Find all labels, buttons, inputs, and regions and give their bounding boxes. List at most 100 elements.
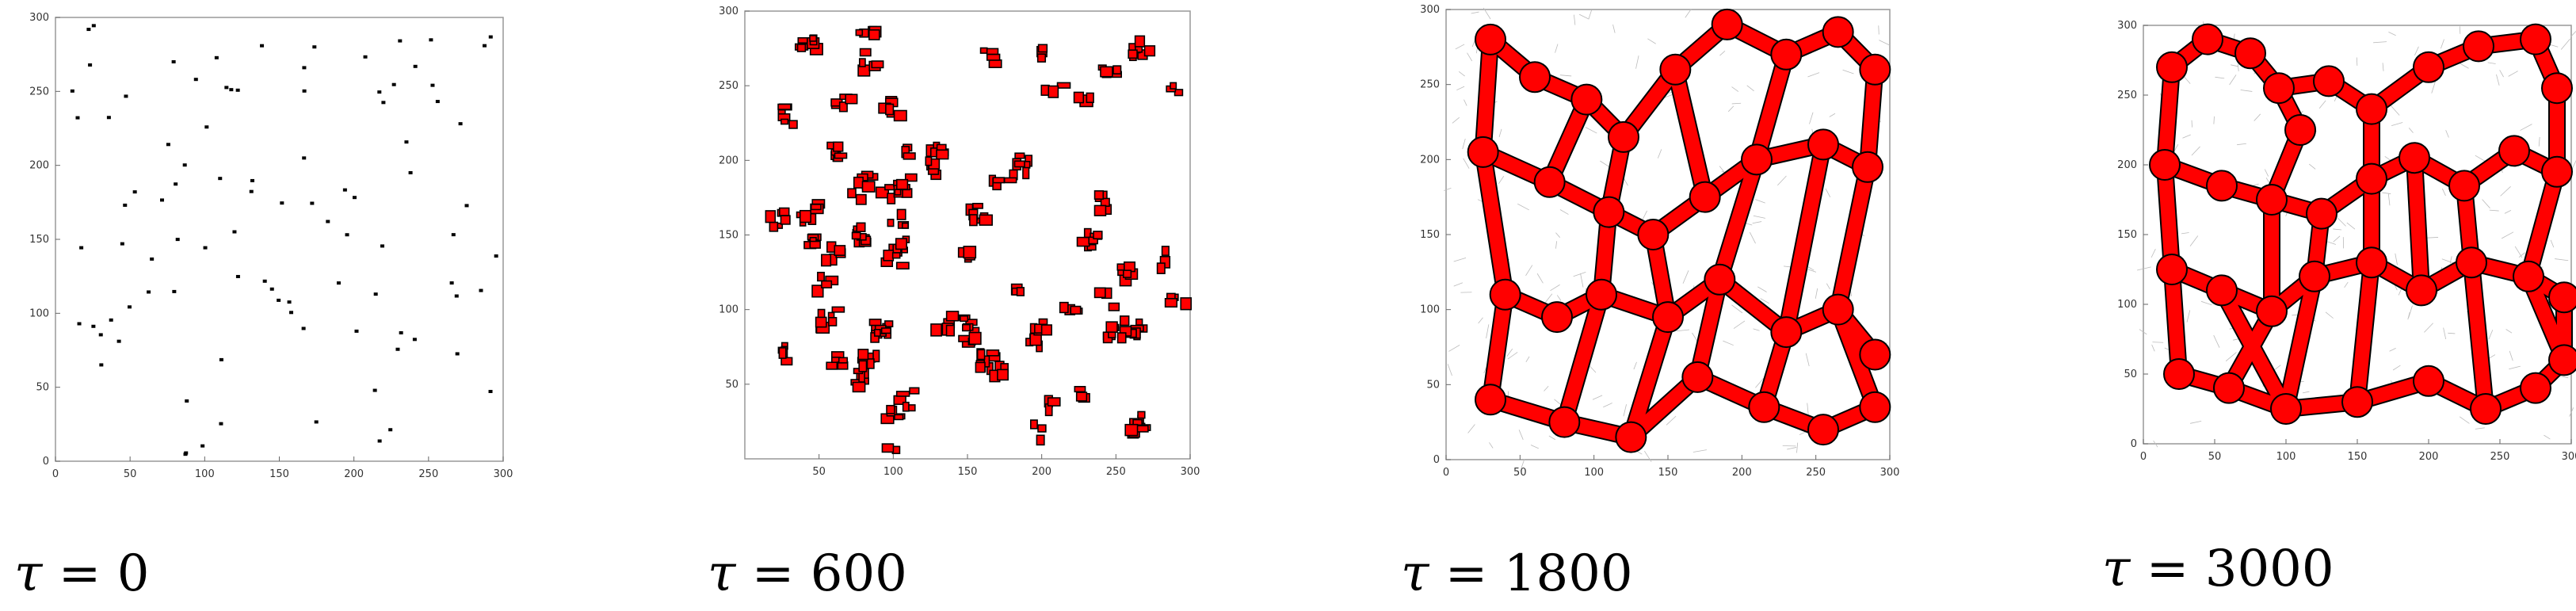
y-tick-label: 200 <box>719 155 738 166</box>
field-arrow <box>2560 38 2570 50</box>
cell-point <box>483 44 487 48</box>
cell-node <box>1570 83 1603 116</box>
field-arrow <box>1525 265 1533 277</box>
strand <box>2350 255 2379 410</box>
field-arrow <box>1878 25 1880 35</box>
cell-node <box>2213 372 2245 404</box>
field-arrow <box>1733 320 1746 329</box>
cell-node <box>1770 38 1803 71</box>
field-arrow <box>1603 403 1612 408</box>
cell-cluster <box>1164 292 1193 311</box>
cell-node <box>2406 274 2437 307</box>
cell-blob <box>1170 82 1177 90</box>
field-arrow <box>1556 295 1562 301</box>
cell-blob <box>925 156 933 166</box>
field-arrow <box>1517 203 1529 211</box>
field-arrow <box>1555 44 1559 53</box>
cell-node <box>2299 260 2330 292</box>
cell-point <box>150 257 155 261</box>
cell-point <box>372 388 377 392</box>
cell-cluster <box>901 143 916 160</box>
cell-blob <box>873 329 881 337</box>
plot-frame <box>55 17 504 462</box>
cell-blob <box>838 357 849 364</box>
y-tick-label: 250 <box>1420 79 1440 91</box>
cell-cluster <box>975 348 990 373</box>
cell-node <box>1548 406 1581 438</box>
field-arrow <box>1727 105 1735 113</box>
cell-blob <box>909 387 920 395</box>
cell-point <box>171 59 176 63</box>
cell-blob <box>968 331 982 346</box>
field-arrow <box>2501 231 2514 239</box>
cell-cluster <box>851 222 872 248</box>
cell-node <box>2356 93 2387 125</box>
cell-node <box>1852 151 1883 183</box>
cell-point <box>147 290 151 294</box>
cell-blob <box>1029 419 1038 430</box>
field-arrow <box>2424 323 2433 333</box>
x-tick-label: 250 <box>418 468 438 480</box>
cell-node <box>1748 391 1780 423</box>
cell-blob <box>826 361 838 370</box>
cell-blob <box>885 103 895 116</box>
y-tick-label: 150 <box>719 230 738 242</box>
field-arrow <box>2190 420 2202 424</box>
cell-node <box>2513 260 2544 292</box>
field-arrow <box>2333 235 2341 242</box>
cell-blob <box>778 347 787 359</box>
field-arrow <box>2213 334 2220 348</box>
cell-point <box>312 45 317 49</box>
cell-node <box>1489 278 1521 311</box>
field-arrow <box>2445 130 2449 138</box>
plot-tau-3000: 0 50 100 150 200 250 300 0 50 100 150 200 250 300 <box>2117 20 2576 463</box>
cell-blob <box>1093 231 1103 240</box>
field-arrow <box>2504 209 2512 214</box>
field-arrow <box>2318 100 2326 109</box>
cell-blob <box>868 29 880 40</box>
cell-node <box>2270 393 2302 425</box>
field-arrow <box>2231 64 2238 67</box>
cell-point <box>86 28 91 32</box>
x-tick-label: 200 <box>1732 467 1752 479</box>
cell-blob <box>777 103 792 110</box>
cell-node <box>2541 72 2573 105</box>
field-arrow <box>2191 146 2200 156</box>
cell-point <box>262 279 267 283</box>
field-arrow <box>1530 445 1539 449</box>
x-tick-label: 100 <box>883 466 903 478</box>
field-arrow <box>1478 317 1483 324</box>
field-arrow <box>1825 188 1831 198</box>
cell-blob <box>810 204 822 211</box>
cell-blob <box>811 284 824 298</box>
field-arrow <box>2344 281 2349 288</box>
field-arrow <box>1826 283 1830 290</box>
field-arrow <box>1464 99 1467 106</box>
cell-cluster <box>887 208 910 229</box>
cell-node <box>2256 184 2288 216</box>
cell-node <box>2520 23 2551 55</box>
field-arrow <box>1544 385 1549 391</box>
y-tick-label: 100 <box>29 307 49 319</box>
x-tick-label: 250 <box>1106 466 1126 478</box>
field-arrow <box>1489 442 1494 449</box>
y-tick-label: 300 <box>29 12 49 24</box>
field-arrow <box>2448 332 2456 334</box>
field-arrow <box>2152 342 2164 343</box>
x-tick-label: 50 <box>812 466 826 478</box>
x-tick-label: 100 <box>2276 451 2296 463</box>
field-arrow <box>1600 160 1610 167</box>
cell-blob <box>821 280 833 288</box>
cell-blob <box>1086 243 1097 251</box>
y-tick-label: 100 <box>1420 304 1440 316</box>
cell-node <box>1659 53 1692 86</box>
field-arrow <box>2265 178 2270 184</box>
cell-blob <box>1037 424 1047 433</box>
cell-cluster <box>1073 91 1094 108</box>
cell-node <box>1704 263 1736 296</box>
cell-blob <box>992 177 1006 184</box>
field-arrow <box>2489 209 2499 212</box>
cell-point <box>412 338 417 342</box>
cell-cluster <box>1029 318 1052 346</box>
cell-blob <box>817 271 825 282</box>
